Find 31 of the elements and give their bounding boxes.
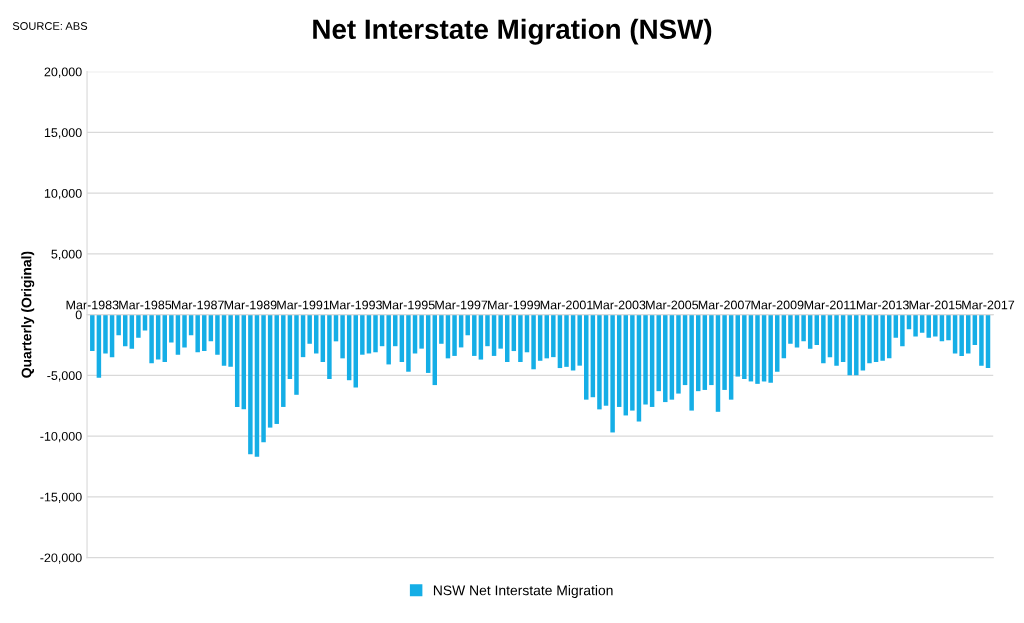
y-tick-label: -20,000: [40, 553, 82, 564]
y-tick-label: 15,000: [44, 128, 82, 139]
x-tick-label: Mar-1997: [435, 300, 488, 310]
y-tick-label: 0: [75, 310, 82, 320]
y-tick-label: -15,000: [40, 492, 82, 503]
x-tick-label: Mar-1991: [277, 300, 330, 310]
x-tick-label: Mar-1985: [119, 300, 172, 310]
x-tick-label: Mar-1989: [224, 300, 277, 310]
x-tick-label: Mar-2011: [804, 300, 856, 310]
y-tick-label: 20,000: [44, 67, 82, 78]
x-tick-label: Mar-2007: [698, 300, 751, 310]
y-tick-label: -5,000: [47, 371, 82, 382]
x-tick-label: Mar-1999: [488, 300, 540, 310]
x-tick-label: Mar-2005: [646, 300, 699, 310]
y-tick-label: -10,000: [40, 431, 82, 443]
chart-title: Net Interstate Migration (NSW): [313, 18, 712, 45]
x-tick-label: Mar-2009: [751, 300, 804, 310]
x-tick-label: Mar-2013: [856, 300, 909, 310]
y-tick-label: 10,000: [44, 188, 82, 200]
legend-label: NSW Net Interstate Migration: [433, 585, 613, 599]
source-note: SOURCE: ABS: [12, 22, 88, 30]
x-tick-label: Mar-1983: [66, 300, 119, 310]
x-tick-label: Mar-2015: [909, 300, 962, 310]
x-tick-label: Mar-1993: [330, 300, 382, 310]
x-tick-label: Mar-1987: [171, 300, 224, 310]
y-axis-title: Quarterly (Original): [21, 251, 35, 378]
y-tick-label: 5,000: [51, 249, 82, 260]
x-tick-label: Mar-2001: [540, 300, 593, 310]
x-tick-label: Mar-2017: [962, 300, 1015, 310]
x-tick-label: Mar-2003: [593, 300, 646, 310]
x-tick-label: Mar-1995: [382, 300, 435, 310]
